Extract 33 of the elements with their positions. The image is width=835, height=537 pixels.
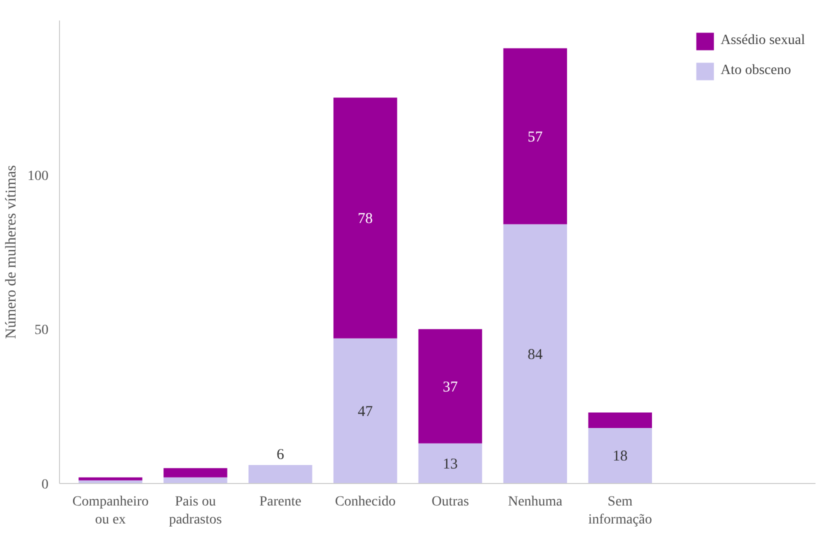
- data-label: 84: [528, 346, 544, 363]
- data-label: 47: [358, 404, 374, 420]
- y-tick-label: 0: [42, 478, 48, 492]
- bar: [333, 338, 398, 484]
- data-label: 18: [612, 448, 628, 465]
- x-tick-label: Companheiro ou ex: [72, 494, 149, 528]
- bar: [164, 468, 228, 478]
- bar: [588, 428, 652, 484]
- bar: [503, 224, 568, 484]
- bar: [248, 464, 312, 484]
- x-tick-label: Conhecido: [334, 494, 396, 510]
- x-tick-label: Sem informação: [588, 494, 652, 528]
- x-tick-label: Pais ou padrastos: [168, 494, 222, 528]
- legend-label: Ato obsceno: [720, 63, 791, 79]
- data-label: 6: [276, 446, 285, 463]
- y-tick-label: 100: [28, 168, 48, 184]
- data-label: 57: [528, 129, 544, 146]
- bar: [418, 329, 482, 444]
- x-tick-label: Outras: [432, 494, 469, 510]
- bar: [333, 98, 398, 338]
- x-tick-label: Nenhuma: [508, 494, 564, 510]
- data-label: 78: [358, 211, 373, 228]
- bar: [78, 477, 142, 480]
- data-label: 13: [442, 456, 458, 472]
- x-tick-label: Parente: [259, 494, 302, 510]
- data-label: 37: [442, 379, 458, 396]
- bar: [588, 412, 652, 428]
- bar: [164, 477, 228, 484]
- bar: [503, 48, 568, 224]
- y-axis-title: Número de mulheres vítimas: [4, 164, 20, 339]
- legend-label: Assédio sexual: [720, 33, 805, 49]
- y-tick-label: 50: [34, 323, 48, 338]
- bar: [418, 443, 482, 484]
